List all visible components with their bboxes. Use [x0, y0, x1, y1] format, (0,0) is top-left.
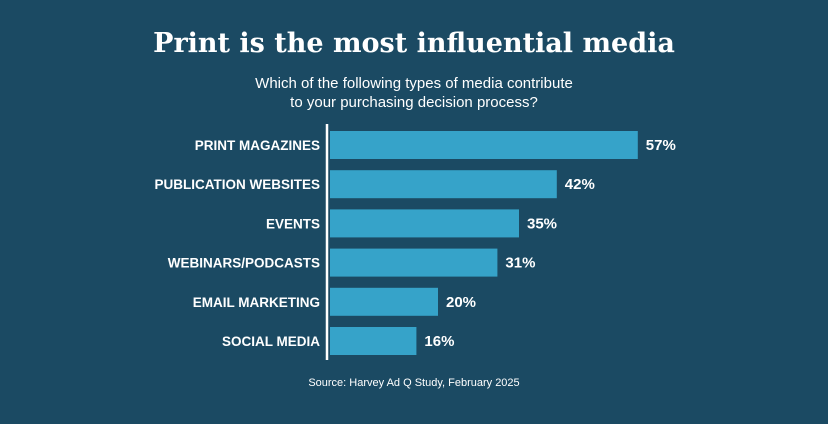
category-label: PUBLICATION WEBSITES [154, 177, 320, 192]
chart-title: Print is the most influential media [153, 28, 675, 59]
bar [330, 327, 417, 355]
bar [330, 287, 438, 316]
chart-subtitle: Which of the following types of media co… [0, 74, 828, 112]
value-label: 42% [565, 176, 595, 193]
value-label: 16% [424, 333, 454, 350]
bar [330, 131, 638, 159]
value-label: 31% [505, 255, 535, 272]
value-label: 57% [646, 137, 676, 154]
subtitle-line-1: Which of the following types of media co… [255, 75, 573, 92]
value-label: 35% [527, 215, 557, 232]
bar [330, 248, 498, 277]
category-label: WEBINARS/PODCASTS [168, 256, 320, 271]
value-label: 20% [446, 294, 476, 311]
category-label: EVENTS [266, 216, 320, 231]
source-note: Source: Harvey Ad Q Study, February 2025 [308, 377, 520, 389]
bar [330, 170, 557, 199]
category-label: PRINT MAGAZINES [195, 138, 320, 153]
subtitle-line-2: to your purchasing decision process? [290, 94, 538, 111]
bar [330, 209, 519, 238]
category-label: EMAIL MARKETING [193, 295, 320, 310]
category-label: SOCIAL MEDIA [222, 334, 320, 349]
